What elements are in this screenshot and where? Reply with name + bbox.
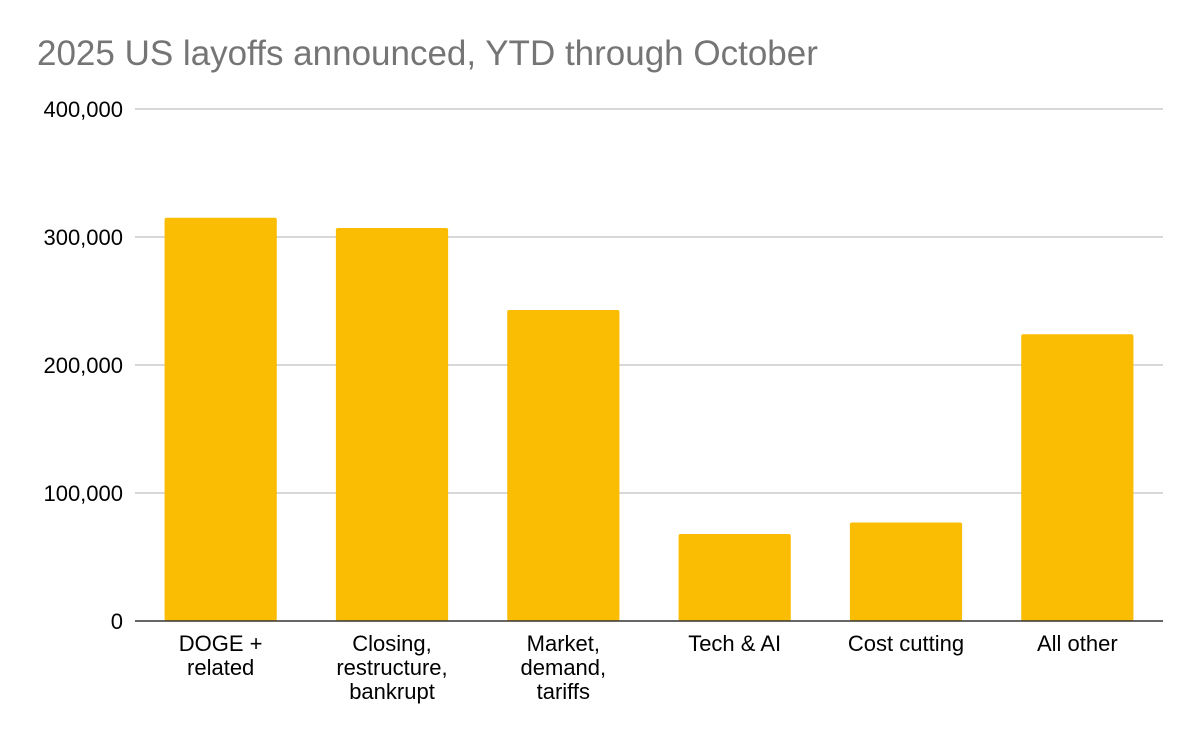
x-category-label: Closing, restructure, bankrupt: [336, 631, 447, 704]
gridlines: [135, 108, 1163, 494]
bar: [1021, 334, 1134, 621]
chart-title: 2025 US layoffs announced, YTD through O…: [37, 34, 818, 73]
bar: [335, 228, 449, 622]
y-tick-label: 200,000: [43, 353, 123, 378]
x-category-label: DOGE + related: [179, 631, 263, 680]
x-axis-category-labels: DOGE + related Closing, restructure, bankrup…: [179, 631, 1118, 704]
x-category-label: Cost cutting: [848, 631, 964, 656]
x-category-label: Market, demand, tariffs: [521, 631, 607, 704]
bar: [507, 309, 620, 621]
y-tick-label: 100,000: [43, 481, 123, 506]
bar: [164, 217, 277, 622]
x-category-label: All other: [1037, 631, 1118, 656]
y-tick-label: 400,000: [43, 97, 123, 122]
bar: [678, 533, 791, 621]
y-tick-label: 300,000: [43, 225, 123, 250]
bars: [164, 217, 1134, 622]
x-category-label: Tech & AI: [688, 631, 781, 656]
y-axis-tick-labels: 0 100,000 200,000 300,000 400,000: [43, 97, 123, 634]
y-tick-label: 0: [111, 609, 123, 634]
bar: [849, 522, 963, 621]
